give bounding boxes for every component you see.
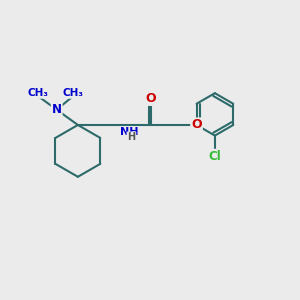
Text: NH: NH	[120, 127, 139, 137]
Text: N: N	[52, 103, 62, 116]
Text: O: O	[146, 92, 157, 105]
Text: O: O	[191, 118, 202, 131]
Text: H: H	[128, 132, 136, 142]
Text: CH₃: CH₃	[63, 88, 84, 98]
Text: Cl: Cl	[208, 150, 221, 163]
Text: CH₃: CH₃	[27, 88, 48, 98]
